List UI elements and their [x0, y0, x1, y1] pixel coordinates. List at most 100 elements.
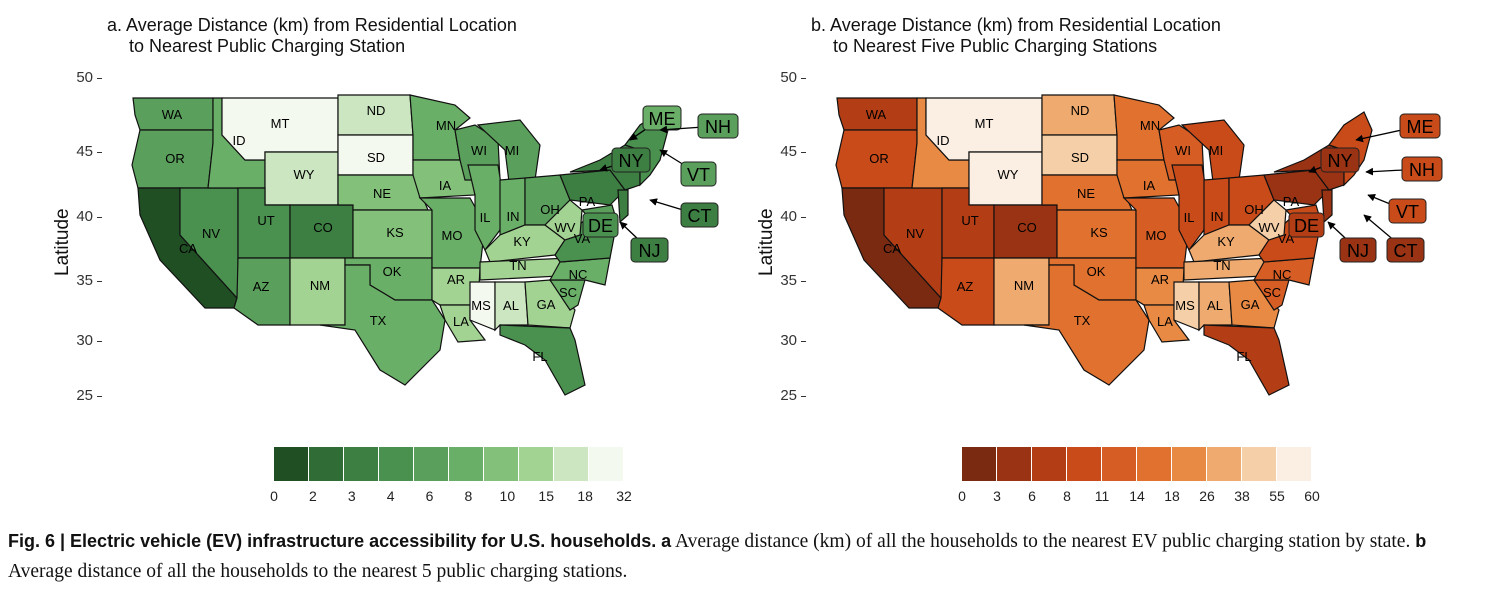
caption-fig-label: Fig. 6 | Electric vehicle (EV) infrastru…	[8, 531, 657, 551]
state-label-ky: KY	[513, 234, 531, 249]
state-label-ut: UT	[257, 213, 274, 228]
legend-tick-label: 18	[577, 488, 593, 504]
callout-me: ME	[629, 105, 682, 141]
legend-swatch	[379, 447, 414, 481]
state-label-ms: MS	[1175, 298, 1195, 313]
legend-tick-label: 10	[499, 488, 516, 504]
state-label-sc: SC	[1263, 285, 1281, 300]
state-label-ne: NE	[373, 186, 391, 201]
legend-swatch	[1137, 447, 1172, 481]
legend-swatch	[1172, 447, 1207, 481]
callout-de: DE	[1288, 212, 1325, 238]
state-label-wy: WY	[294, 167, 315, 182]
panel-a-map: WA OR CA NV ID MT WY UT CO AZ NM ND SD NE KS OK TX MN IA MO…	[131, 94, 739, 396]
legend-swatch	[1242, 447, 1277, 481]
y-tick-label: 30	[780, 332, 797, 349]
y-tick-mark	[801, 78, 806, 79]
y-tick-mark	[97, 396, 102, 397]
callout-box-ny	[1320, 147, 1360, 173]
callout-label-me: ME	[1407, 117, 1434, 137]
y-tick-mark	[801, 281, 806, 282]
state-nj	[1321, 189, 1333, 224]
state-label-pa: PA	[579, 194, 596, 209]
state-label-id: ID	[937, 133, 950, 148]
y-tick-label: 30	[76, 332, 93, 349]
callout-label-ct: CT	[1394, 241, 1418, 261]
state-label-sd: SD	[1071, 150, 1089, 165]
panel-b-title: b. Average Distance (km) from Residentia…	[811, 15, 1221, 35]
legend-tick-label: 0	[270, 488, 278, 504]
y-tick-label: 40	[76, 208, 93, 225]
y-tick-label: 50	[780, 69, 797, 86]
state-nj	[617, 189, 629, 224]
legend-swatch	[1207, 447, 1242, 481]
legend-swatch	[554, 447, 589, 481]
callout-ct: CT	[649, 198, 719, 228]
callout-label-vt: VT	[687, 165, 710, 185]
state-label-nm: NM	[1014, 278, 1034, 293]
callout-box-nh	[1401, 156, 1443, 182]
y-tick-label: 25	[780, 387, 797, 404]
state-tx	[1023, 264, 1150, 386]
state-label-ks: KS	[386, 225, 404, 240]
legend-tick-label: 8	[464, 488, 473, 504]
panel-b-title-line2: to Nearest Five Public Charging Stations	[833, 36, 1158, 56]
state-label-az: AZ	[957, 279, 974, 294]
legend-swatch	[589, 447, 624, 481]
state-label-ok: OK	[383, 264, 402, 279]
state-label-mn: MN	[436, 118, 456, 133]
caption-a-label: a	[661, 531, 672, 551]
state-label-fl: FL	[532, 349, 547, 364]
caption-a-text: Average distance (km) of all the househo…	[674, 531, 1411, 552]
panel-a-title-line2: to Nearest Public Charging Station	[129, 36, 406, 56]
caption-b-label: b	[1415, 531, 1427, 551]
callout-label-vt: VT	[1396, 202, 1419, 222]
state-label-al: AL	[503, 298, 519, 313]
panel-a-legend	[274, 447, 624, 481]
panel-a-title: a. Average Distance (km) from Residentia…	[107, 15, 517, 35]
state-label-mt: MT	[271, 116, 290, 131]
panel-b-legend	[962, 447, 1312, 481]
state-label-tx: TX	[1074, 313, 1091, 328]
callout-box-de	[1288, 212, 1325, 238]
legend-tick-label: 4	[386, 488, 395, 504]
state-label-mn: MN	[1140, 118, 1160, 133]
state-label-ia: IA	[1143, 178, 1156, 193]
callout-box-ct	[680, 202, 719, 228]
legend-tick-label: 18	[1164, 488, 1180, 504]
state-label-co: CO	[1017, 220, 1037, 235]
state-tx	[319, 264, 446, 386]
callout-ct: CT	[1363, 214, 1425, 263]
callout-ny: NY	[599, 147, 651, 173]
state-label-la: LA	[1157, 314, 1173, 329]
state-label-la: LA	[453, 314, 469, 329]
state-wv	[1248, 199, 1287, 241]
y-tick-mark	[801, 341, 806, 342]
y-tick-label: 45	[780, 143, 797, 160]
state-label-id: ID	[233, 133, 246, 148]
state-label-ca: CA	[179, 241, 197, 256]
y-tick-mark	[97, 341, 102, 342]
state-label-ks: KS	[1090, 225, 1108, 240]
state-label-nm: NM	[310, 278, 330, 293]
legend-swatch	[449, 447, 484, 481]
state-label-ia: IA	[439, 178, 452, 193]
legend-tick-label: 2	[308, 488, 317, 504]
y-tick-mark	[97, 217, 102, 218]
callout-box-nj	[630, 237, 669, 263]
state-label-co: CO	[313, 220, 333, 235]
state-label-tx: TX	[370, 313, 387, 328]
caption-b-text: Average distance of all the households t…	[8, 561, 628, 582]
callout-de: DE	[582, 212, 619, 238]
state-label-or: OR	[165, 151, 185, 166]
legend-swatch	[309, 447, 344, 481]
callout-label-nh: NH	[705, 117, 731, 137]
legend-swatch	[519, 447, 554, 481]
state-label-ca: CA	[883, 241, 901, 256]
state-il	[1171, 164, 1207, 252]
state-label-or: OR	[869, 151, 889, 166]
state-label-sd: SD	[367, 150, 385, 165]
state-label-nv: NV	[906, 226, 924, 241]
y-tick-mark	[97, 152, 102, 153]
legend-tick-label: 8	[1063, 488, 1071, 504]
